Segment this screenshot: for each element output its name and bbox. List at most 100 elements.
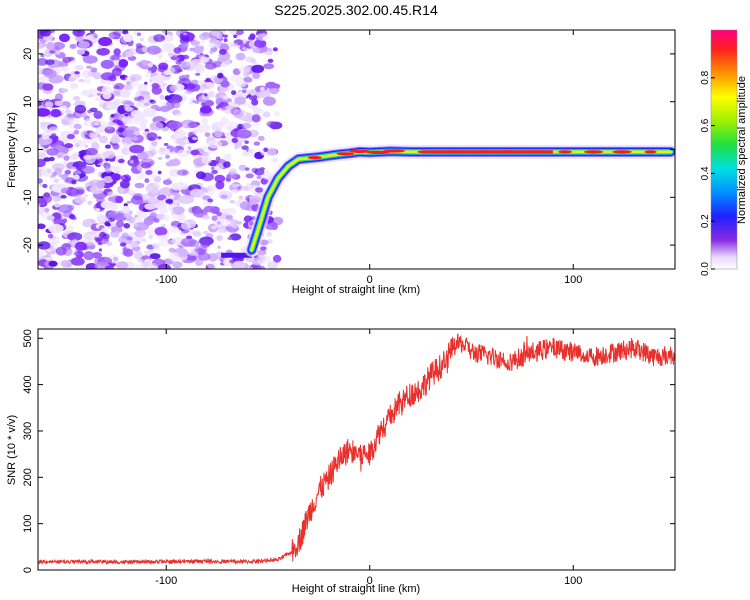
noise-blob [164, 33, 174, 42]
noise-blob [256, 33, 270, 41]
noise-blob [168, 159, 181, 167]
noise-blob [76, 49, 85, 55]
noise-blob [137, 211, 148, 219]
spectrogram-x-tick-label: 100 [564, 274, 582, 286]
noise-blob [211, 225, 217, 230]
noise-blob [210, 206, 221, 215]
noise-blob [115, 195, 124, 204]
noise-blob [176, 149, 190, 158]
noise-blob [223, 161, 231, 168]
noise-blob [176, 169, 189, 176]
noise-blob [234, 146, 239, 150]
noise-blob [206, 261, 218, 269]
noise-blob [59, 33, 70, 43]
noise-blob [142, 238, 147, 242]
noise-blob [217, 245, 221, 249]
noise-blob [219, 94, 225, 98]
noise-blob [150, 174, 158, 179]
noise-blob [93, 208, 100, 212]
noise-blob [140, 38, 144, 42]
noise-blob [256, 175, 262, 180]
noise-blob [214, 174, 226, 183]
noise-blob [38, 67, 44, 75]
noise-blob [38, 108, 51, 117]
noise-blob [62, 161, 68, 166]
noise-blob [123, 84, 133, 91]
noise-blob [115, 261, 129, 269]
noise-blob [263, 111, 271, 118]
noise-blob [176, 213, 186, 222]
noise-blob [198, 95, 208, 103]
noise-blob [168, 226, 180, 234]
noise-blob [197, 252, 211, 261]
noise-blob [140, 162, 152, 169]
noise-blob [241, 122, 252, 129]
noise-blob [78, 41, 90, 49]
signal-hotspot [307, 156, 322, 160]
noise-blob [137, 258, 144, 263]
noise-blob [217, 229, 225, 234]
noise-blob [72, 30, 85, 37]
noise-blob [173, 47, 182, 54]
noise-blob [211, 215, 218, 221]
spectrogram-y-tick-label: 0 [22, 146, 34, 152]
noise-blob [144, 81, 148, 85]
noise-blob [130, 110, 143, 118]
noise-blob [243, 113, 255, 123]
noise-blob [74, 71, 80, 75]
noise-blob [235, 30, 244, 35]
noise-blob [94, 121, 102, 126]
noise-blob [45, 59, 55, 65]
noise-blob [243, 76, 253, 83]
signal-hotspot [383, 149, 406, 153]
noise-blob [245, 173, 254, 179]
noise-blob [177, 183, 189, 190]
noise-blob [60, 66, 70, 72]
noise-blob [38, 43, 44, 50]
noise-blob [175, 57, 180, 61]
snr-y-tick-label: 400 [22, 375, 34, 393]
noise-blob [42, 183, 48, 189]
noise-blob [171, 210, 176, 215]
signal-hotspot [644, 150, 657, 154]
noise-blob [168, 52, 174, 57]
noise-blob [216, 221, 221, 225]
noise-blob [117, 187, 125, 195]
noise-blob [202, 214, 210, 220]
signal-hotspot [430, 150, 553, 154]
noise-blob [230, 42, 239, 48]
noise-blob [66, 187, 80, 197]
noise-blob [156, 201, 165, 210]
noise-blob [195, 258, 204, 266]
spectrogram-x-axis: -100 0 100 [155, 30, 582, 286]
noise-blob [117, 127, 125, 133]
noise-blob [98, 45, 103, 49]
noise-blob [52, 195, 62, 202]
noise-blob [74, 140, 86, 148]
signal-track-band [250, 149, 673, 252]
noise-blob [238, 195, 244, 200]
noise-blob [143, 217, 154, 226]
noise-blob [121, 205, 131, 214]
noise-blob [160, 85, 166, 90]
noise-blob [163, 59, 169, 64]
noise-blob [229, 30, 237, 35]
noise-blob [157, 263, 172, 269]
noise-blob [144, 128, 150, 133]
noise-blob [253, 141, 261, 146]
noise-blob [157, 156, 163, 160]
noise-blob [141, 261, 151, 268]
noise-blob [112, 143, 120, 150]
noise-blob [216, 211, 223, 217]
signal-track-band [248, 148, 674, 253]
noise-blob [69, 213, 76, 220]
noise-blob [217, 72, 224, 79]
noise-blob [129, 159, 134, 164]
noise-blob [60, 176, 67, 181]
noise-blob [221, 252, 252, 258]
snr-x-tick-label: 0 [367, 575, 373, 587]
noise-blob [147, 62, 153, 68]
noise-blob [113, 166, 122, 174]
noise-blob [38, 158, 46, 168]
